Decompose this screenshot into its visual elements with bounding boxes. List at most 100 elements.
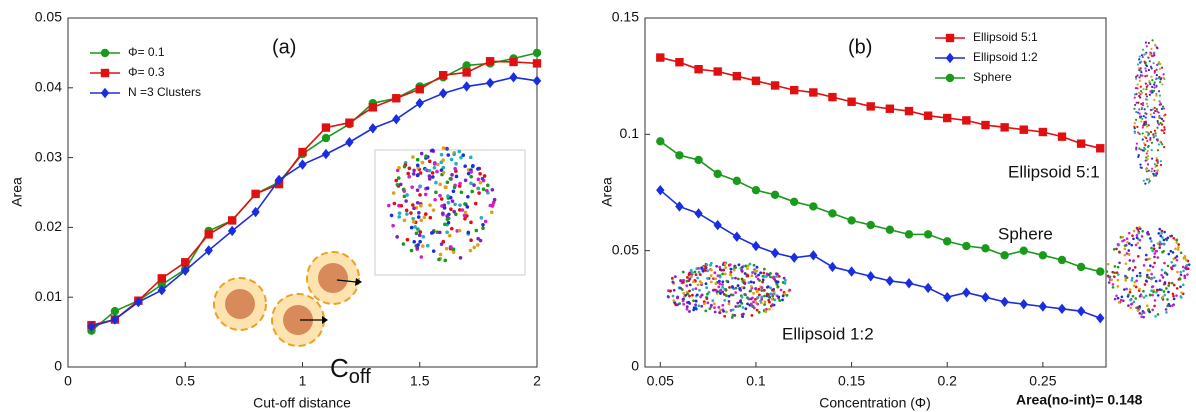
- marker: [790, 85, 799, 95]
- marker: [1019, 125, 1028, 134]
- series-line: [659, 189, 1101, 319]
- marker: [675, 58, 684, 67]
- marker: [962, 116, 971, 125]
- cutoff-base: C: [330, 353, 349, 383]
- marker: [1057, 255, 1067, 265]
- marker: [828, 92, 837, 102]
- marker: [732, 176, 742, 186]
- legend-label: Ellipsoid 1:2: [973, 50, 1038, 64]
- marker: [732, 71, 742, 81]
- marker: [694, 64, 703, 74]
- marker: [462, 68, 471, 77]
- marker: [847, 216, 856, 225]
- marker: [110, 306, 120, 316]
- marker: [770, 81, 780, 90]
- marker: [847, 97, 856, 106]
- x-tick-label: 0.5: [176, 373, 196, 389]
- y-tick-label: 0.04: [35, 79, 62, 95]
- marker: [904, 106, 914, 116]
- marker: [847, 266, 856, 277]
- legend-label: Ellipsoid 5:1: [973, 30, 1038, 44]
- x-tick-label: 1: [299, 373, 307, 389]
- marker: [904, 278, 914, 289]
- y-tick-label: 0.15: [612, 9, 639, 25]
- marker: [962, 287, 971, 298]
- x-tick-label: 1.5: [410, 373, 430, 389]
- marker: [1076, 305, 1086, 317]
- marker: [251, 206, 260, 218]
- marker: [866, 271, 875, 282]
- marker: [945, 52, 955, 64]
- marker: [100, 48, 110, 58]
- series-line: [660, 56, 1101, 150]
- x-tick-label: 2: [533, 373, 541, 389]
- marker: [181, 265, 190, 276]
- marker: [713, 67, 722, 76]
- marker: [809, 250, 818, 261]
- marker: [1019, 298, 1028, 310]
- marker: [87, 321, 96, 332]
- marker: [532, 75, 542, 87]
- annotation: Ellipsoid 1:2: [782, 324, 874, 343]
- x-axis-label: Concentration (Φ): [819, 395, 931, 411]
- marker: [368, 123, 378, 134]
- marker: [181, 258, 190, 267]
- marker: [885, 104, 895, 113]
- marker: [923, 230, 933, 239]
- marker: [943, 237, 952, 246]
- legend-label: N =3 Clusters: [128, 85, 201, 99]
- x-tick-label: 0.25: [1029, 373, 1056, 389]
- marker: [204, 245, 213, 256]
- marker: [713, 219, 722, 231]
- marker: [790, 197, 799, 207]
- marker: [656, 184, 665, 196]
- y-tick-label: 0.03: [35, 148, 62, 164]
- annotation: Area(no-int)= 0.148: [1016, 392, 1143, 408]
- marker: [1096, 312, 1105, 324]
- marker: [100, 68, 110, 78]
- y-tick-label: 0.05: [612, 241, 639, 257]
- series-line: [659, 140, 1101, 273]
- legend-label: Φ= 0.1: [128, 45, 165, 59]
- marker: [392, 94, 401, 103]
- marker: [509, 72, 518, 83]
- x-axis-label: Cut-off distance: [253, 395, 351, 411]
- marker: [392, 114, 401, 125]
- marker: [462, 61, 471, 70]
- y-axis-label: Area: [9, 177, 25, 207]
- marker: [204, 230, 213, 239]
- annotation: Sphere: [998, 224, 1053, 243]
- marker: [713, 169, 722, 179]
- marker: [656, 137, 665, 146]
- marker: [1000, 251, 1009, 260]
- marker: [298, 159, 307, 170]
- plot-frame: [644, 17, 1107, 368]
- marker: [1096, 267, 1105, 276]
- marker: [321, 133, 331, 143]
- particle-illustrations: [213, 39, 1191, 347]
- marker: [439, 88, 448, 99]
- marker: [828, 209, 837, 218]
- marker: [227, 216, 237, 225]
- marker: [809, 88, 818, 97]
- marker: [134, 296, 143, 308]
- marker: [415, 84, 424, 94]
- marker: [485, 57, 495, 66]
- series-line: [91, 76, 538, 328]
- marker: [866, 102, 875, 111]
- x-tick-label: 0: [64, 373, 72, 389]
- panel-title: (a): [272, 36, 296, 58]
- marker: [462, 81, 471, 92]
- marker: [675, 201, 684, 212]
- marker: [298, 147, 307, 157]
- marker: [1057, 303, 1067, 315]
- marker: [1076, 139, 1086, 148]
- marker: [1000, 296, 1009, 308]
- marker: [923, 111, 933, 120]
- panel-title: (b): [848, 36, 872, 58]
- marker: [694, 208, 703, 219]
- x-tick-label: 0.15: [838, 373, 865, 389]
- legend-label: Φ= 0.3: [128, 65, 165, 79]
- marker: [345, 137, 354, 148]
